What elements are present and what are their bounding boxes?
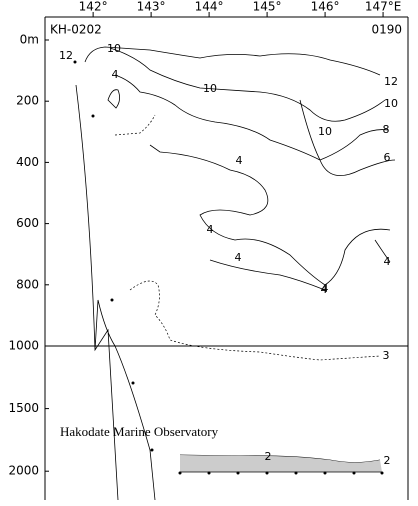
credit: Hakodate Marine Observatory [60, 424, 219, 439]
x-tick-label: 142° [79, 0, 108, 14]
contour-label: 12 [59, 49, 73, 62]
contour-label: 3 [383, 349, 390, 362]
contours [75, 46, 396, 501]
contour-label: 10 [203, 82, 217, 95]
x-tick-label: 143° [137, 0, 166, 14]
contour-label: 6 [384, 151, 391, 164]
contour-label: 10 [107, 42, 121, 55]
contour-label: 4 [321, 283, 328, 296]
y-tick-label: 0m [20, 33, 39, 47]
x-tick-label: 146° [311, 0, 340, 14]
cruise: KH-0202 [50, 23, 102, 37]
contour-label: 4 [207, 223, 214, 236]
contour-label: 4 [235, 251, 242, 264]
contour-label: 4 [112, 68, 119, 81]
y-tick-label: 400 [16, 155, 39, 169]
y-tick-label: 800 [16, 277, 39, 291]
contour-label: 4 [384, 255, 391, 268]
station: 0190 [371, 23, 402, 37]
contour-label: 8 [383, 123, 390, 136]
contour-label: 10 [318, 125, 332, 138]
contour-label: 4 [236, 154, 243, 167]
contour-label: 2 [384, 454, 391, 467]
contour-label: 2 [265, 450, 272, 463]
contour-label: 12 [384, 75, 398, 88]
contour-label: 10 [384, 97, 398, 110]
x-tick-label: 147°E [365, 0, 402, 14]
y-tick-label: 1500 [8, 401, 39, 415]
stations [73, 60, 384, 475]
contour-label: 4 [322, 282, 329, 295]
frame [44, 16, 409, 500]
y-tick-label: 600 [16, 216, 39, 230]
y-tick-label: 1000 [8, 339, 39, 353]
x-tick-label: 144° [195, 0, 224, 14]
y-tick-label: 2000 [8, 464, 39, 478]
x-tick-label: 145° [253, 0, 282, 14]
y-tick-label: 200 [16, 94, 39, 108]
